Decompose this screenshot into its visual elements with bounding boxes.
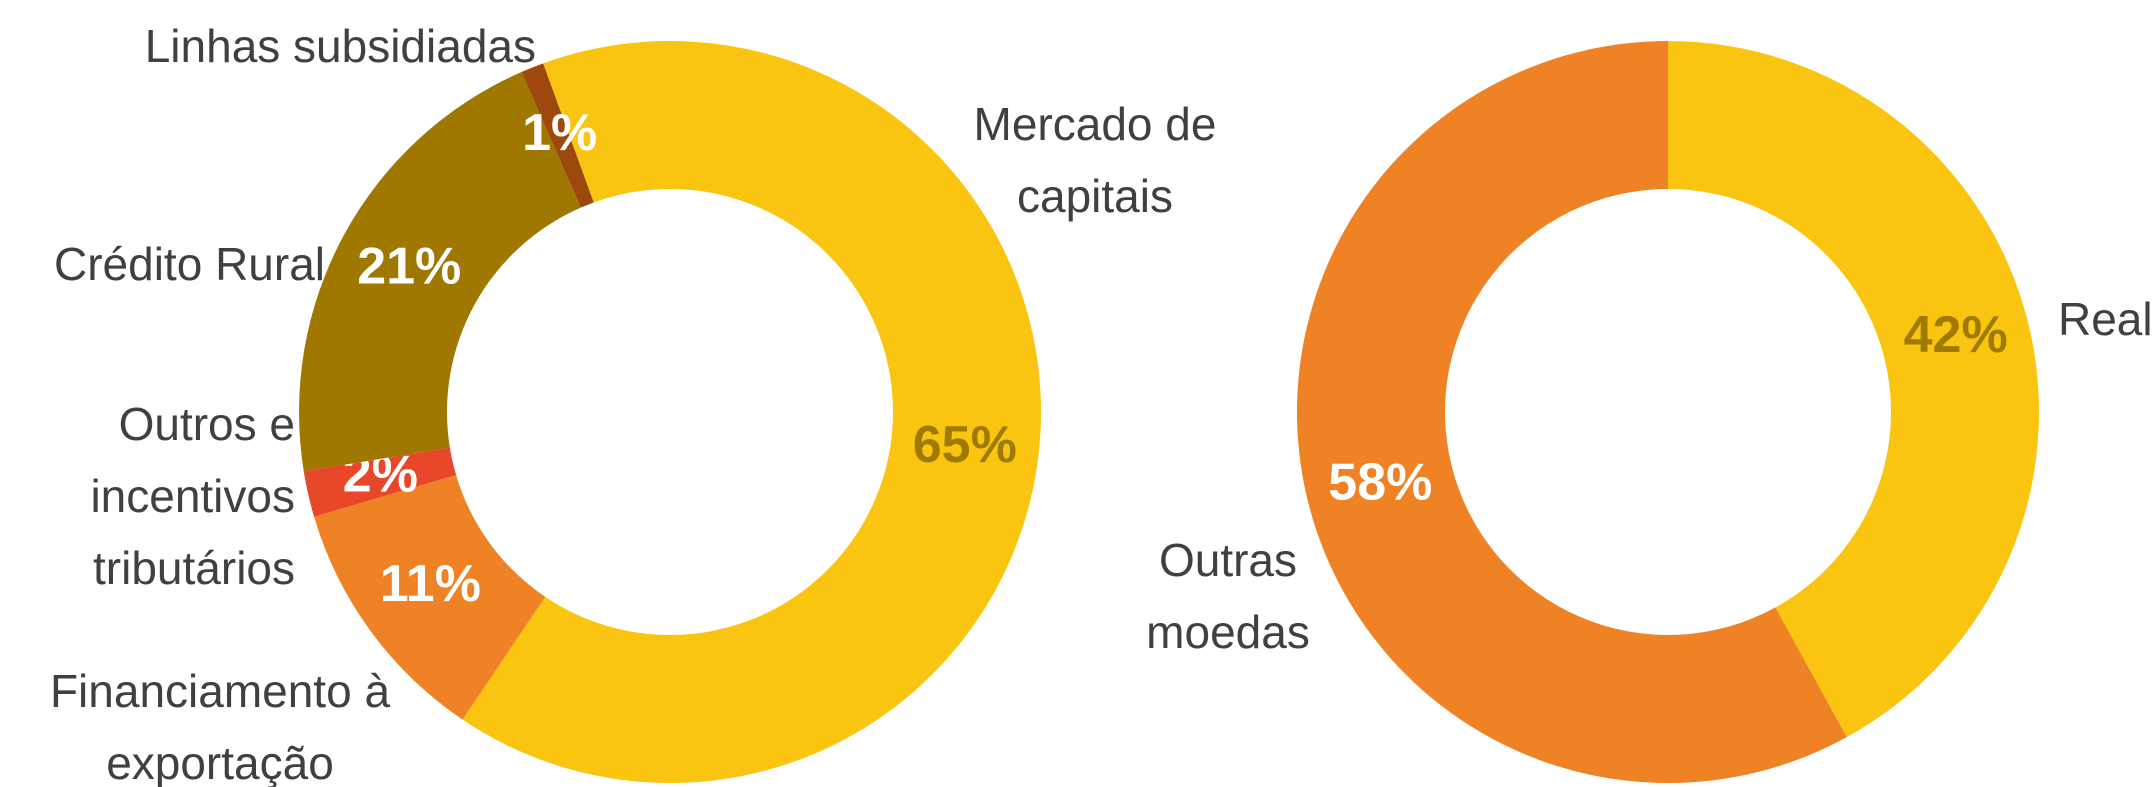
donut-slice	[462, 40, 1041, 784]
value-label: 58%	[1328, 454, 1432, 512]
donut-slice	[1668, 41, 2039, 738]
value-label: 42%	[1904, 306, 2008, 364]
category-label: Mercado de capitais	[973, 98, 1217, 222]
donut-slice	[299, 72, 581, 472]
category-label: Linhas subsidiadas	[144, 20, 536, 72]
donut-slice	[1296, 41, 1847, 783]
category-label: Outras moedas	[1146, 534, 1310, 658]
category-label: Crédito Rural	[54, 238, 325, 290]
donut-slice	[303, 447, 457, 517]
value-label: 11%	[380, 555, 481, 613]
category-label: Financiamento à exportação	[49, 665, 391, 787]
donut-slice	[314, 474, 546, 720]
value-label: 1%	[522, 104, 597, 162]
category-label: Outros e incentivos tributários	[90, 398, 295, 594]
donut-slice	[521, 63, 594, 208]
value-label: 65%	[913, 416, 1017, 474]
value-label: 21%	[357, 238, 461, 296]
category-label: Real	[2058, 293, 2153, 345]
